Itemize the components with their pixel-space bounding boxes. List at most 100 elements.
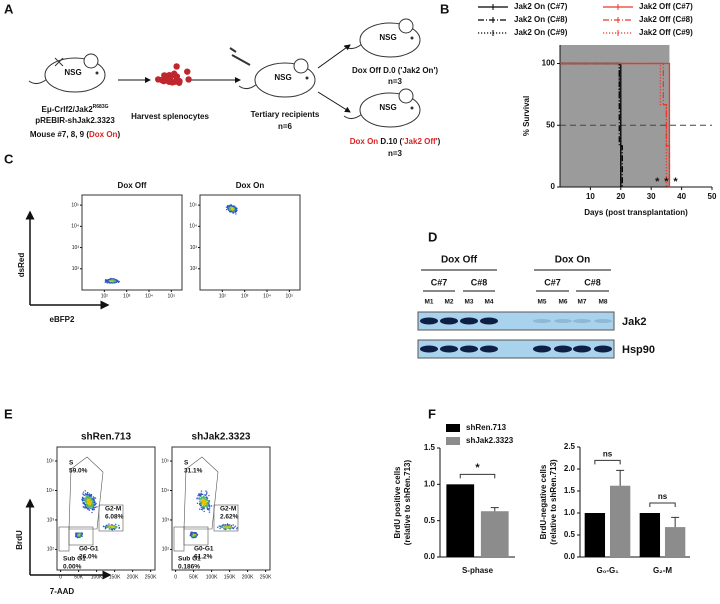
y-axis-label: (relative to shRen.713) — [549, 459, 558, 545]
event-dot — [90, 497, 92, 500]
event-dot — [208, 503, 210, 505]
x-tick-label: 10⁴ — [145, 293, 153, 299]
event-dot — [208, 511, 211, 513]
event-dot — [189, 535, 191, 537]
event-dot — [225, 525, 227, 527]
lane-label: M3 — [464, 299, 473, 306]
band — [533, 319, 551, 323]
lane-label: M5 — [537, 299, 546, 306]
event-dot — [234, 205, 236, 208]
event-dot — [90, 495, 92, 497]
event-dot — [89, 500, 92, 502]
event-dot — [208, 501, 210, 503]
event-dot — [87, 504, 89, 506]
event-dot — [205, 501, 207, 503]
event-dot — [94, 500, 96, 503]
mouse-ear — [293, 58, 309, 74]
event-dot — [82, 491, 85, 493]
x-tick-label: 50K — [74, 574, 84, 580]
gate-name: G2-M — [105, 506, 121, 513]
event-dot — [80, 533, 82, 536]
event-dot — [206, 499, 208, 502]
event-dot — [231, 205, 234, 207]
event-dot — [111, 524, 114, 526]
event-dot — [80, 534, 82, 537]
text-part: Dox On — [89, 130, 118, 139]
event-dot — [199, 496, 201, 498]
event-dot — [113, 280, 116, 282]
event-dot — [85, 506, 87, 509]
event-dot — [234, 211, 236, 214]
event-dot — [205, 503, 207, 505]
event-dot — [234, 525, 237, 527]
x-tick-label: 10³ — [123, 293, 131, 299]
event-dot — [233, 207, 236, 209]
mouse-eye — [305, 76, 309, 80]
event-dot — [193, 533, 195, 536]
arm-label: Dox On D.10 ('Jak2 Off') — [350, 137, 441, 146]
y-tick-label: 2.0 — [564, 464, 576, 473]
y-tick-label: 0 — [551, 182, 556, 191]
donor-label: Eμ-Crlf2/Jak2R683G — [42, 104, 109, 114]
event-dot — [198, 494, 200, 496]
y-tick-label: 0.5 — [564, 530, 576, 539]
lane-label: M8 — [598, 299, 607, 306]
event-dot — [234, 206, 237, 209]
event-dot — [77, 535, 79, 537]
event-dot — [90, 502, 92, 504]
donor-label: pREBIR-shJak2.3323 — [35, 116, 115, 125]
event-dot — [235, 210, 238, 213]
event-dot — [88, 509, 90, 511]
x-tick-label: G₂-M — [653, 566, 672, 575]
error-bar — [616, 469, 625, 486]
step-label: Harvest splenocytes — [131, 112, 209, 121]
gate-percent: 2.62% — [220, 514, 239, 521]
plot-frame — [199, 194, 301, 291]
event-dot — [82, 494, 85, 496]
event-dot — [208, 509, 211, 511]
event-dot — [205, 505, 207, 508]
step-label: Tertiary recipients — [251, 110, 320, 119]
protein-label: Jak2 — [622, 316, 646, 328]
event-dot — [108, 281, 110, 283]
y-tick-label: 10⁴ — [46, 488, 54, 494]
event-dot — [88, 494, 90, 497]
y-tick-label: 1.5 — [424, 443, 436, 452]
event-dot — [203, 506, 205, 508]
event-dot — [109, 278, 112, 281]
event-dot — [83, 502, 85, 505]
x-tick-label: 150K — [109, 574, 121, 580]
event-dot — [225, 206, 228, 208]
blot-strip — [417, 311, 615, 331]
event-dot — [85, 495, 88, 497]
blot-strip — [417, 339, 615, 359]
bar — [639, 513, 661, 557]
mouse-ear — [83, 53, 99, 69]
event-dot — [201, 501, 204, 504]
event-dot — [199, 498, 201, 500]
event-dot — [200, 497, 203, 499]
event-dot — [230, 204, 232, 206]
plot-frame — [81, 194, 183, 291]
event-dot — [228, 524, 230, 526]
event-dot — [205, 494, 207, 496]
significance: ns — [603, 449, 613, 458]
y-tick-label: 50 — [546, 120, 555, 129]
x-tick-label: 10⁵ — [286, 293, 294, 299]
y-tick-label: 0.0 — [564, 552, 576, 561]
y-tick-label: 1.0 — [424, 479, 436, 488]
event-dot — [108, 526, 110, 528]
y-tick-label: 2.5 — [564, 442, 576, 451]
y-tick-label: 10³ — [72, 245, 80, 251]
x-tick-label: 10⁴ — [263, 293, 271, 299]
event-dot — [113, 528, 115, 530]
band — [554, 319, 572, 323]
event-dot — [199, 508, 201, 510]
event-dot — [85, 493, 87, 496]
bar — [480, 511, 509, 557]
text-part: ) — [117, 130, 120, 139]
event-dot — [93, 502, 96, 504]
band — [554, 345, 572, 353]
event-dot — [103, 525, 105, 528]
event-dot — [225, 524, 227, 526]
